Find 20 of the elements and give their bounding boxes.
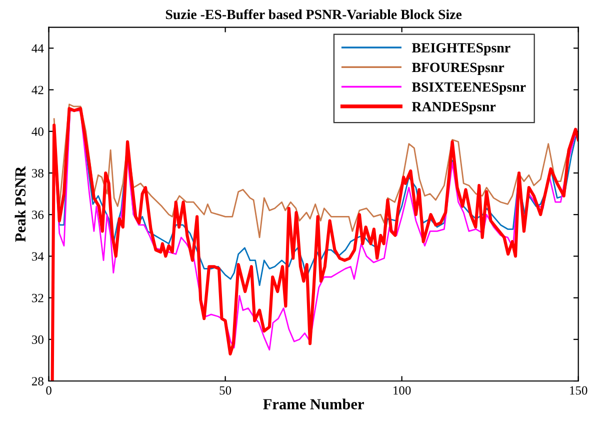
y-tick-label: 34 <box>32 252 44 261</box>
y-tick-label: 30 <box>32 335 44 344</box>
x-tick-label: 0 <box>46 386 52 395</box>
y-tick-label: 40 <box>32 127 44 136</box>
legend-label: RANDESpsnr <box>412 102 496 114</box>
y-tick-label: 32 <box>32 294 44 302</box>
y-tick-label: 36 <box>32 210 44 220</box>
y-tick-label: 38 <box>32 169 44 178</box>
y-tick-label: 42 <box>32 86 44 94</box>
chart-title: Suzie -ES-Buffer based PSNR-Variable Block Size <box>166 9 462 20</box>
y-axis-title: Peak PSNR <box>14 166 26 242</box>
y-tick-label: 28 <box>32 377 44 386</box>
legend-label: BSIXTEENESpsnr <box>412 82 526 95</box>
y-tick-label: 44 <box>32 44 44 53</box>
legend-label: BFOURESpsnr <box>412 62 504 75</box>
x-tick-label: 150 <box>570 386 588 395</box>
x-axis-title: Frame Number <box>263 398 364 410</box>
x-tick-label: 50 <box>220 386 232 395</box>
legend-label: BEIGHTESpsnr <box>412 43 510 56</box>
x-tick-label: 100 <box>394 386 411 395</box>
